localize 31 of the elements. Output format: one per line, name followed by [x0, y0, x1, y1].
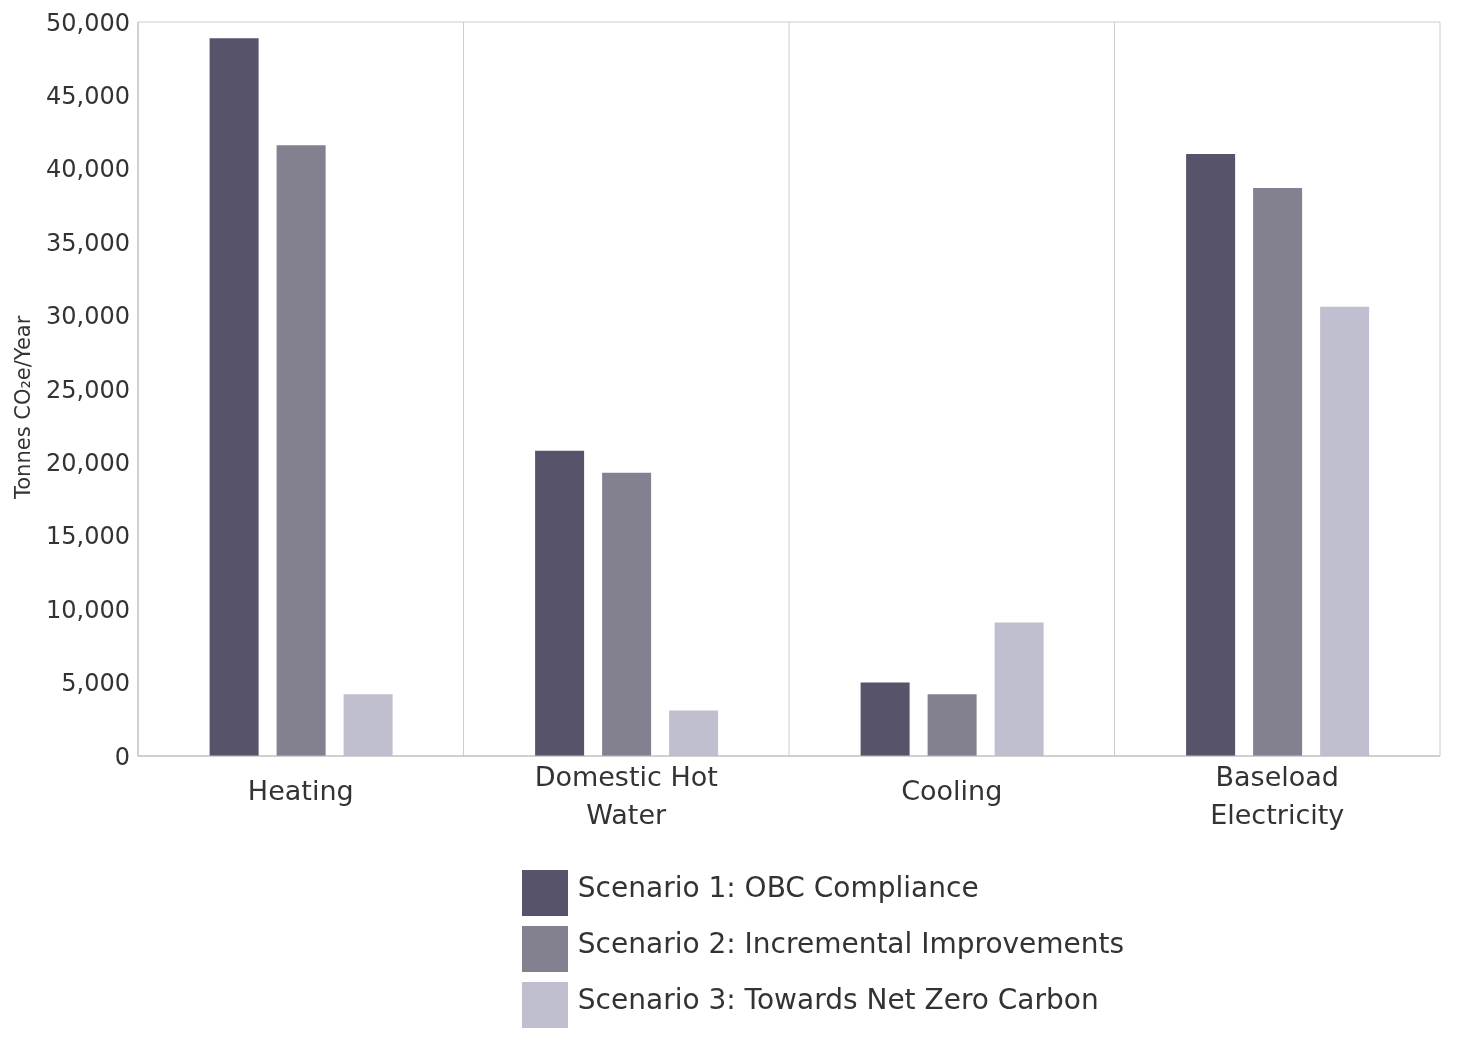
bar: [927, 694, 977, 756]
legend-label: Scenario 2: Incremental Improvements: [577, 927, 1125, 960]
y-tick-label: 50,000: [46, 8, 130, 37]
x-tick-label: Cooling: [901, 775, 1003, 806]
y-tick-label: 40,000: [46, 155, 130, 184]
bar: [602, 472, 652, 756]
y-tick-label: 30,000: [46, 302, 130, 331]
bar: [343, 694, 393, 756]
bar: [994, 622, 1044, 756]
y-tick-label: 35,000: [46, 228, 130, 257]
bar: [669, 710, 719, 756]
x-tick-label: Baseload Electricity: [1210, 761, 1345, 830]
bar: [1253, 187, 1303, 756]
bar: [860, 682, 910, 756]
y-tick-label: 5,000: [61, 669, 130, 698]
y-tick-label: 10,000: [46, 595, 130, 624]
bar: [209, 38, 259, 756]
y-tick-label: 15,000: [46, 522, 130, 551]
x-tick-label: Heating: [247, 775, 354, 806]
bar: [1186, 154, 1236, 756]
y-tick-label: 0: [114, 742, 130, 771]
y-tick-label: 25,000: [46, 375, 130, 404]
bar: [276, 145, 326, 756]
bar: [535, 450, 585, 756]
y-tick-label: 45,000: [46, 81, 130, 110]
bar: [1320, 306, 1370, 756]
legend-label: Scenario 3: Towards Net Zero Carbon: [577, 983, 1099, 1016]
y-axis-title: Tonnes CO₂e/Year: [11, 315, 36, 500]
x-tick-label: Domestic Hot Water: [534, 761, 718, 830]
y-tick-label: 20,000: [46, 448, 130, 477]
legend-label: Scenario 1: OBC Compliance: [577, 871, 979, 904]
